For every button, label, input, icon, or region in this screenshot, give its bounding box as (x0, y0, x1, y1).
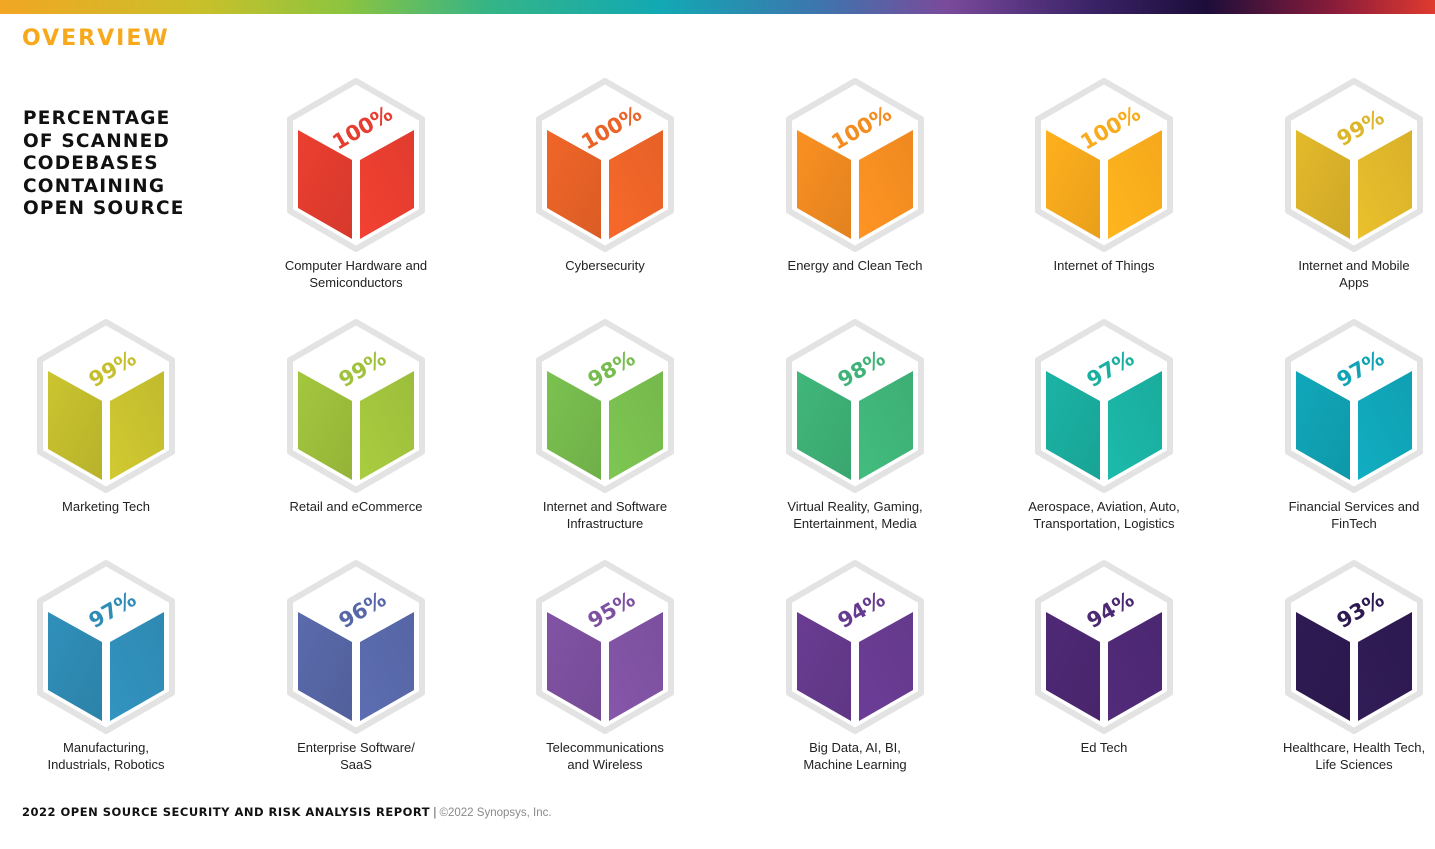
cube-graphic: 95% (536, 560, 674, 734)
cube-right-face (609, 612, 663, 721)
category-label: Internet of Things (1053, 258, 1155, 273)
cube-right-face (1108, 130, 1162, 239)
copyright: ©2022 Synopsys, Inc. (439, 807, 552, 819)
category-label: Enterprise Software/ SaaS (297, 740, 415, 772)
cube-graphic: 98% (536, 319, 674, 493)
cube-graphic: 94% (1035, 560, 1173, 734)
category-label: Big Data, AI, BI, Machine Learning (803, 740, 907, 772)
cube-left-face (547, 371, 601, 480)
category-label: Retail and eCommerce (289, 499, 423, 514)
cube-right-face (1108, 612, 1162, 721)
category-label: Aerospace, Aviation, Auto, Transportatio… (1028, 499, 1180, 531)
footer: 2022 OPEN SOURCE SECURITY AND RISK ANALY… (22, 805, 552, 819)
category-label: Healthcare, Health Tech, Life Sciences (1282, 740, 1426, 772)
category-label: Energy and Clean Tech (787, 258, 923, 273)
report-title: 2022 OPEN SOURCE SECURITY AND RISK ANALY… (22, 805, 431, 819)
industry-cube: 94% Big Data, AI, BI, Machine Learning (770, 557, 940, 772)
industry-cube: 99% Marketing Tech (21, 316, 191, 514)
industry-cube: 98% Internet and Software Infrastructure (520, 316, 690, 531)
category-label: Internet and Mobile Apps (1298, 258, 1410, 290)
cube-right-face (859, 371, 913, 480)
cube-left-face (298, 371, 352, 480)
cube-left-face (1296, 371, 1350, 480)
cube-graphic: 100% (1035, 78, 1173, 252)
cube-graphic: 100% (287, 78, 425, 252)
cube-left-face (1046, 130, 1100, 239)
top-gradient-bar (0, 0, 1435, 14)
industry-cube: 99% Internet and Mobile Apps (1269, 75, 1435, 290)
industry-cube: 95% Telecommunications and Wireless (520, 557, 690, 772)
category-label: Ed Tech (1080, 740, 1128, 755)
category-label: Marketing Tech (62, 499, 150, 514)
cube-graphic: 98% (786, 319, 924, 493)
cube-right-face (1358, 371, 1412, 480)
cube-graphic: 100% (786, 78, 924, 252)
cube-right-face (1108, 371, 1162, 480)
industry-cube: 100% Cybersecurity (520, 75, 690, 273)
industry-cube: 93% Healthcare, Health Tech, Life Science… (1269, 557, 1435, 772)
industry-cube: 97% Aerospace, Aviation, Auto, Transporta… (1019, 316, 1189, 531)
cube-graphic: 99% (37, 319, 175, 493)
industry-cube: 97% Manufacturing, Industrials, Robotics (21, 557, 191, 772)
cube-left-face (48, 612, 102, 721)
cube-right-face (110, 371, 164, 480)
cube-graphic: 93% (1285, 560, 1423, 734)
cube-left-face (298, 130, 352, 239)
category-label: Financial Services and FinTech (1288, 499, 1420, 531)
cube-left-face (797, 612, 851, 721)
cube-left-face (1296, 612, 1350, 721)
cube-right-face (1358, 612, 1412, 721)
cube-left-face (298, 612, 352, 721)
cube-right-face (859, 612, 913, 721)
cube-left-face (797, 371, 851, 480)
industry-cube: 100% Internet of Things (1019, 75, 1189, 273)
category-label: Computer Hardware and Semiconductors (284, 258, 428, 290)
cube-left-face (547, 130, 601, 239)
cube-left-face (48, 371, 102, 480)
footer-separator: | (430, 807, 440, 819)
category-label: Virtual Reality, Gaming, Entertainment, … (787, 499, 923, 531)
category-label: Telecommunications and Wireless (546, 740, 664, 772)
category-label: Manufacturing, Industrials, Robotics (47, 740, 165, 772)
cube-graphic: 97% (1035, 319, 1173, 493)
cube-left-face (547, 612, 601, 721)
industry-cube: 100% Energy and Clean Tech (770, 75, 940, 273)
cube-graphic: 99% (287, 319, 425, 493)
cube-graphic: 96% (287, 560, 425, 734)
industry-cube: 97% Financial Services and FinTech (1269, 316, 1435, 531)
cube-graphic: 99% (1285, 78, 1423, 252)
cube-right-face (609, 371, 663, 480)
cube-right-face (360, 612, 414, 721)
section-title: OVERVIEW (22, 26, 170, 51)
cube-right-face (1358, 130, 1412, 239)
cube-right-face (609, 130, 663, 239)
industry-cube: 94% Ed Tech (1019, 557, 1189, 755)
cube-graphic: 97% (1285, 319, 1423, 493)
industry-cube: 100% Computer Hardware and Semiconductors (271, 75, 441, 290)
industry-cube: 99% Retail and eCommerce (271, 316, 441, 514)
cube-left-face (797, 130, 851, 239)
cube-right-face (859, 130, 913, 239)
cube-left-face (1046, 371, 1100, 480)
cube-left-face (1296, 130, 1350, 239)
industry-cube: 96% Enterprise Software/ SaaS (271, 557, 441, 772)
cube-right-face (110, 612, 164, 721)
cube-graphic: 94% (786, 560, 924, 734)
cube-graphic: 100% (536, 78, 674, 252)
chart-title: PERCENTAGE OF SCANNED CODEBASES CONTAINI… (23, 108, 185, 219)
cube-graphic: 97% (37, 560, 175, 734)
cube-left-face (1046, 612, 1100, 721)
category-label: Cybersecurity (565, 258, 645, 273)
cube-right-face (360, 371, 414, 480)
category-label: Internet and Software Infrastructure (542, 499, 668, 531)
industry-cube: 98% Virtual Reality, Gaming, Entertainmen… (770, 316, 940, 531)
cube-right-face (360, 130, 414, 239)
